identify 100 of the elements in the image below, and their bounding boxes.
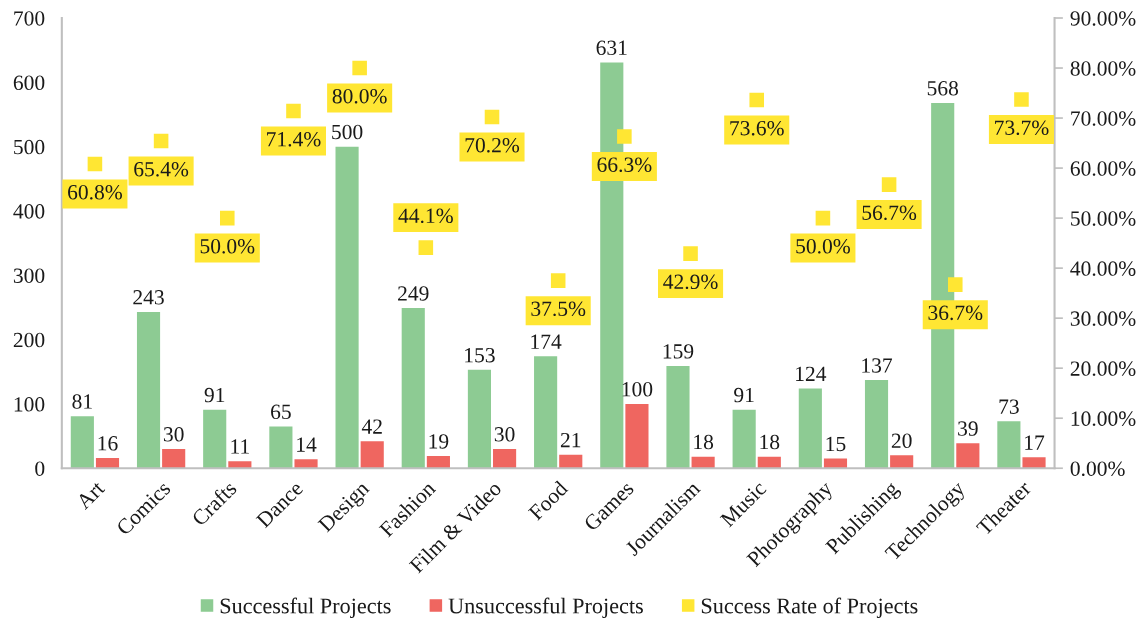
data-label: 70.2% bbox=[465, 137, 520, 153]
data-label: 30 bbox=[163, 427, 184, 442]
bar bbox=[269, 426, 293, 469]
data-label: 73.7% bbox=[995, 120, 1049, 136]
point bbox=[220, 210, 235, 226]
bar bbox=[401, 308, 425, 469]
data-label: 18 bbox=[760, 434, 780, 450]
data-label: 20 bbox=[891, 433, 912, 448]
data-label: 17 bbox=[1025, 435, 1045, 450]
x-tick-label: Art bbox=[75, 479, 106, 511]
y2-tick-label: 20.00% bbox=[1070, 361, 1136, 376]
data-label: 66.3% bbox=[597, 157, 652, 173]
y2-tick-label: 30.00% bbox=[1070, 311, 1136, 326]
bar bbox=[335, 146, 359, 469]
data-label: 137 bbox=[862, 358, 893, 373]
data-label: 60.8% bbox=[68, 184, 122, 200]
y2-tick-label: 80.00% bbox=[1070, 61, 1136, 76]
data-label: 39 bbox=[958, 421, 978, 436]
y-tick-label: 700 bbox=[14, 11, 45, 26]
point bbox=[87, 156, 103, 172]
y-tick-label: 200 bbox=[13, 332, 45, 348]
point bbox=[749, 92, 765, 108]
legend-label: Successful Projects bbox=[220, 597, 391, 618]
bar bbox=[493, 448, 517, 469]
point bbox=[683, 246, 698, 261]
y-tick-label: 600 bbox=[13, 75, 45, 91]
point bbox=[550, 273, 566, 288]
data-label: 37.5% bbox=[531, 301, 586, 317]
data-label: 100 bbox=[622, 382, 653, 397]
bar bbox=[294, 459, 318, 469]
y2-tick-label: 90.00% bbox=[1070, 11, 1136, 26]
legend-label: Unsuccessful Projects bbox=[448, 597, 643, 618]
bar bbox=[136, 311, 161, 469]
point bbox=[484, 109, 500, 125]
y-tick-label: 100 bbox=[14, 397, 45, 412]
data-label: 56.7% bbox=[862, 205, 917, 221]
bar bbox=[956, 443, 980, 469]
y-tick-label: 0 bbox=[35, 461, 45, 476]
y2-tick-label: 70.00% bbox=[1071, 111, 1136, 126]
data-label: 73.6% bbox=[730, 120, 784, 136]
point bbox=[352, 60, 367, 76]
data-label: 50.0% bbox=[200, 238, 255, 254]
data-label: 159 bbox=[663, 344, 694, 359]
point bbox=[881, 177, 897, 192]
bar bbox=[890, 455, 914, 469]
point bbox=[286, 103, 301, 119]
y2-tick-label: 60.00% bbox=[1070, 161, 1136, 176]
y2-tick-label: 50.00% bbox=[1071, 211, 1136, 226]
bar bbox=[666, 365, 690, 469]
data-label: 91 bbox=[734, 387, 754, 403]
bar bbox=[864, 380, 889, 469]
point bbox=[1014, 92, 1029, 107]
bar bbox=[534, 356, 558, 469]
data-label: 36.7% bbox=[928, 305, 983, 321]
y2-tick-label: 0.00% bbox=[1070, 461, 1125, 477]
data-label: 44.1% bbox=[398, 208, 453, 224]
bar bbox=[1022, 457, 1046, 469]
data-label: 19 bbox=[429, 434, 449, 449]
data-label: 50.0% bbox=[796, 238, 850, 254]
bar bbox=[70, 416, 94, 469]
y2-tick-label: 40.00% bbox=[1070, 261, 1136, 276]
y-tick-label: 400 bbox=[13, 204, 45, 219]
data-label: 73 bbox=[999, 399, 1019, 414]
data-label: 71.4% bbox=[267, 131, 321, 147]
bar bbox=[625, 403, 649, 469]
data-label: 15 bbox=[826, 436, 846, 452]
data-label: 65 bbox=[271, 404, 291, 420]
data-label: 500 bbox=[332, 124, 363, 140]
bar bbox=[360, 441, 384, 469]
data-label: 21 bbox=[560, 432, 581, 448]
y-tick-label: 500 bbox=[14, 139, 45, 155]
data-label: 81 bbox=[72, 394, 92, 409]
data-label: 153 bbox=[465, 347, 495, 363]
y-tick-label: 300 bbox=[13, 268, 45, 283]
data-label: 16 bbox=[98, 436, 118, 451]
y2-tick-label: 10.00% bbox=[1071, 411, 1136, 426]
bar bbox=[798, 388, 822, 469]
bar bbox=[162, 448, 186, 469]
point bbox=[153, 133, 169, 149]
data-label: 631 bbox=[596, 40, 627, 56]
data-label: 11 bbox=[231, 439, 249, 454]
legend-label: Success Rate of Projects bbox=[701, 597, 918, 618]
point bbox=[815, 210, 831, 226]
data-label: 243 bbox=[133, 290, 164, 305]
bar bbox=[732, 409, 756, 469]
data-label: 80.0% bbox=[332, 88, 387, 104]
data-label: 14 bbox=[297, 437, 317, 452]
data-label: 65.4% bbox=[134, 161, 189, 177]
bar bbox=[997, 421, 1021, 469]
data-label: 568 bbox=[927, 81, 959, 96]
data-label: 174 bbox=[531, 334, 562, 349]
point bbox=[617, 129, 632, 144]
bar bbox=[203, 409, 227, 469]
data-label: 124 bbox=[796, 366, 827, 381]
data-label: 249 bbox=[398, 286, 429, 301]
data-label: 42.9% bbox=[663, 274, 718, 290]
bar bbox=[467, 369, 491, 469]
point bbox=[947, 277, 963, 292]
data-label: 91 bbox=[204, 387, 225, 403]
data-label: 42 bbox=[361, 419, 382, 434]
